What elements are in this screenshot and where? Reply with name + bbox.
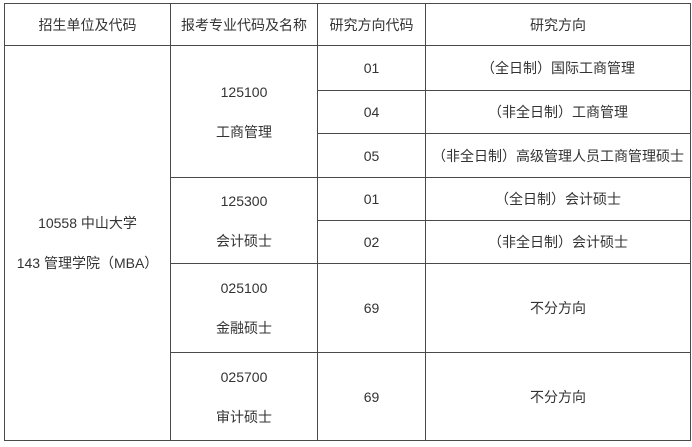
major-code: 025100 (220, 280, 268, 296)
major-stack: 025100 金融硕士 (172, 280, 317, 336)
table-row: 05 （非全日制）高级管理人员工商管理硕士 (5, 133, 691, 178)
header-major: 报考专业代码及名称 (170, 3, 318, 46)
direction-code-cell: 02 (317, 220, 426, 264)
major-name: 工商管理 (216, 123, 272, 140)
direction-name-cell: （非全日制）高级管理人员工商管理硕士 (425, 133, 691, 178)
major-stack: 125300 会计硕士 (172, 192, 317, 249)
direction-name-cell: 不分方向 (425, 263, 691, 353)
direction-name-cell: （全日制）国际工商管理 (425, 45, 691, 91)
direction-name-cell: （非全日制）工商管理 (425, 90, 691, 134)
direction-name-cell: （全日制）会计硕士 (425, 177, 691, 221)
direction-code-cell: 01 (317, 177, 426, 221)
direction-code-cell: 05 (317, 133, 426, 178)
header-row: 招生单位及代码 报考专业代码及名称 研究方向代码 研究方向 (4, 3, 691, 46)
major-stack: 025700 审计硕士 (172, 368, 317, 425)
major-code: 125300 (220, 192, 268, 209)
direction-code-cell: 69 (317, 352, 426, 441)
major-cell-025100: 025100 金融硕士 (170, 263, 318, 353)
direction-name-cell: 不分方向 (425, 352, 691, 441)
major-code: 025700 (220, 368, 268, 385)
direction-code-cell: 69 (317, 263, 426, 353)
major-stack: 125100 工商管理 (172, 83, 317, 140)
header-direction: 研究方向 (425, 3, 691, 46)
unit-school-line: 143 管理学院（MBA） (16, 255, 159, 271)
direction-name-cell: （非全日制）会计硕士 (425, 220, 691, 264)
admissions-table: 招生单位及代码 报考专业代码及名称 研究方向代码 研究方向 10558 中山大学… (4, 3, 691, 441)
major-cell-125300: 125300 会计硕士 (170, 177, 318, 264)
unit-code-line: 10558 中山大学 (38, 215, 137, 231)
unit-cell: 10558 中山大学 143 管理学院（MBA） (4, 45, 171, 441)
table-row: 04 （非全日制）工商管理 (5, 90, 691, 134)
major-cell-025700: 025700 审计硕士 (170, 352, 318, 441)
direction-code-cell: 01 (317, 45, 426, 91)
table-row: 10558 中山大学 143 管理学院（MBA） 125100 工商管理 01 … (4, 45, 691, 441)
major-cell-125100: 125100 工商管理 (170, 45, 318, 178)
table-row: 125300 会计硕士 01 （全日制）会计硕士 (5, 177, 691, 264)
major-name: 金融硕士 (216, 320, 272, 336)
direction-code-cell: 04 (317, 90, 426, 134)
header-unit: 招生单位及代码 (4, 3, 171, 46)
header-direction-code: 研究方向代码 (317, 3, 426, 46)
major-code: 125100 (220, 83, 268, 100)
major-name: 审计硕士 (216, 408, 272, 425)
unit-stack: 10558 中山大学 143 管理学院（MBA） (6, 215, 170, 271)
table-row: 025700 审计硕士 69 不分方向 (5, 352, 691, 441)
major-name: 会计硕士 (216, 232, 272, 249)
